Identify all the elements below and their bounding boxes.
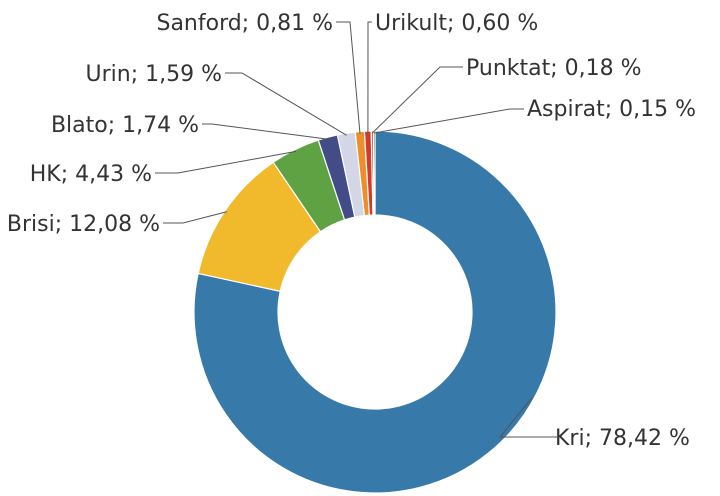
leader-line-brisi	[163, 211, 227, 224]
data-label-hk: HK; 4,43 %	[30, 162, 152, 187]
data-label-group: Kri; 78,42 % Brisi; 12,08 % HK; 4,43 % Blat…	[7, 11, 696, 451]
data-label-urikult: Urikult; 0,60 %	[375, 11, 538, 36]
leader-line-blato	[202, 123, 329, 140]
leader-line-sanford	[336, 21, 361, 134]
leader-line-kri	[498, 397, 557, 438]
leader-line-punktat	[371, 66, 463, 134]
slice-kri	[193, 130, 557, 494]
slice-aspirat	[372, 130, 376, 216]
data-label-urin: Urin; 1,59 %	[86, 62, 223, 87]
data-label-aspirat: Aspirat; 0,15 %	[527, 97, 696, 122]
leader-line-group	[155, 21, 557, 438]
slice-group	[193, 130, 557, 494]
leader-line-aspirat	[374, 108, 524, 134]
data-label-kri: Kri; 78,42 %	[555, 426, 690, 451]
data-label-sanford: Sanford; 0,81 %	[156, 11, 333, 36]
data-label-blato: Blato; 1,74 %	[51, 113, 199, 138]
data-label-brisi: Brisi; 12,08 %	[7, 212, 160, 237]
leader-line-hk	[155, 150, 296, 174]
data-label-punktat: Punktat; 0,18 %	[466, 56, 642, 81]
leader-line-urikult	[367, 21, 372, 134]
leader-line-urin	[225, 72, 347, 136]
